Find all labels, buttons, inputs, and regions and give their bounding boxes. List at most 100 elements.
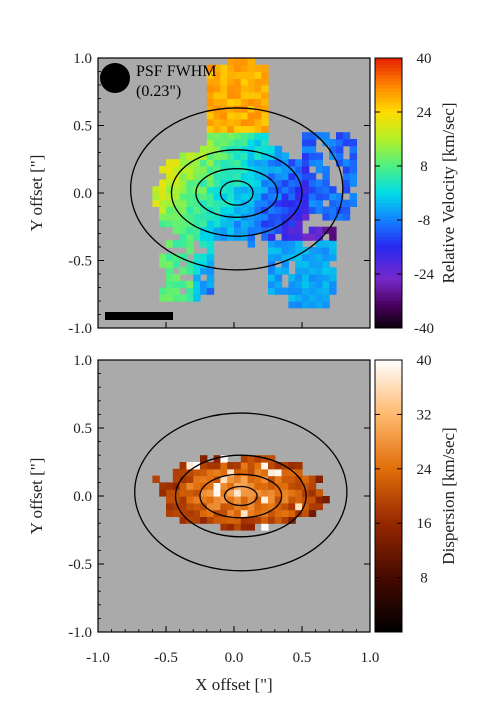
colorbar-segment [375,74,402,79]
velocity-pixel [254,172,262,181]
velocity-pixel [261,105,269,113]
colorbar-segment [375,236,402,241]
colorbar-segment [375,564,402,568]
velocity-pixel [254,226,262,234]
velocity-pixel [213,112,221,120]
velocity-pixel [220,172,228,181]
colorbar-segment [375,526,402,531]
velocity-pixel [268,220,276,228]
velocity-pixel [234,199,242,207]
dispersion-pixel [220,496,228,504]
velocity-pixel [227,186,235,194]
dispersion-contour [174,454,307,538]
velocity-pixel [295,172,303,181]
velocity-pixel [247,179,255,187]
velocity-pixel [261,71,269,79]
velocity-pixel [274,226,283,234]
velocity-pixel [295,226,303,234]
velocity-pixel [234,186,242,194]
colorbar-segment [375,598,402,602]
colorbar-segment [375,581,402,585]
colorbar-segment [375,509,402,514]
velocity-pixel [206,71,215,79]
velocity-pixel [159,294,167,302]
velocity-pixel [329,253,337,262]
velocity-pixel [240,105,249,113]
dispersion-pixel [213,462,221,470]
velocity-pixel [322,166,330,174]
velocity-pixel [179,172,187,181]
velocity-pixel [342,159,351,167]
velocity-pixel [179,240,187,248]
velocity-pixel [274,152,283,160]
velocity-pixel [166,240,174,248]
colorbar-segment [375,118,402,123]
colorbar-segment [375,122,402,127]
colorbar-segment [375,243,402,248]
dispersion-pixel [206,496,215,504]
colorbar-segment [375,193,402,197]
velocity-pixel [254,213,262,221]
dispersion-pixel [200,468,208,477]
velocity-pixel [240,98,249,106]
velocity-pixel [213,118,221,126]
velocity-pixel [308,301,317,309]
dispersion-pixel [179,489,187,497]
velocity-pixel [261,91,269,99]
velocity-pixel [329,280,337,289]
y-tick-label: 0.5 [73,119,92,135]
colorbar-segment [375,132,402,137]
velocity-pixel [220,152,228,160]
dispersion-pixel [240,496,249,504]
velocity-pixel [268,253,276,262]
colorbar-segment [375,465,402,470]
velocity-pixel [152,186,160,194]
velocity-pixel [220,220,228,228]
colorbar-segment [375,421,402,426]
dispersion-pixel [261,496,269,504]
velocity-pixel [186,294,194,302]
colorbar-segment [375,628,402,633]
velocity-pixel [281,220,289,228]
dispersion-pixel [261,489,269,497]
colorbar-segment [375,149,402,154]
velocity-pixel [179,253,187,262]
dispersion-pixel [200,475,208,483]
dispersion-pixel [254,468,262,477]
velocity-pixel [302,206,310,214]
colorbar-segment [375,441,402,446]
velocity-pixel [268,274,276,282]
velocity-pixel [159,260,167,268]
dispersion-pixel [166,482,174,490]
colorbar-segment [375,462,402,466]
velocity-pixel [336,193,344,201]
velocity-pixel [240,159,249,167]
colorbar-segment [375,91,402,96]
velocity-pixel [227,220,235,228]
colorbar-segment [375,468,402,473]
dispersion-pixel [152,475,160,483]
velocity-pixel [247,193,255,201]
velocity-pixel [329,287,337,295]
dispersion-pixel [281,482,289,490]
velocity-pixel [220,139,228,147]
velocity-pixel [193,267,201,275]
dispersion-pixel [261,462,269,470]
velocity-pixel [261,78,269,86]
velocity-pixel [206,145,215,154]
velocity-pixel [206,85,215,93]
velocity-pixel [234,220,242,228]
dispersion-pixel [179,516,187,524]
velocity-pixel [322,301,330,309]
velocity-pixel [159,213,167,221]
dispersion-pixel [240,523,249,531]
velocity-pixel [288,240,296,248]
velocity-pixel [247,125,255,133]
velocity-pixel [261,125,269,133]
velocity-pixel [213,179,221,187]
dispersion-pixel [234,496,242,504]
velocity-pixel [179,226,187,234]
dispersion-pixel [288,468,296,477]
colorbar-segment [375,543,402,548]
